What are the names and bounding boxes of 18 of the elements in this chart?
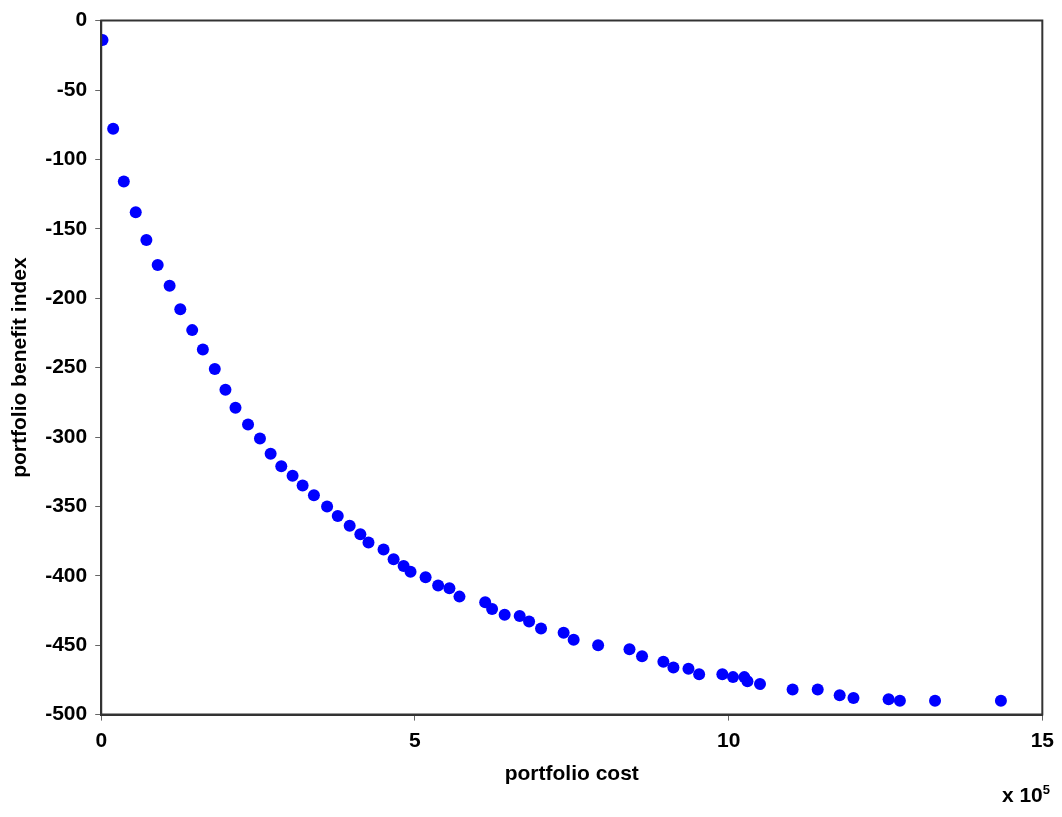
x-axis-title: portfolio cost [504,761,639,785]
y-tick-label: -450 [45,632,88,655]
x-tick-label: 10 [716,728,741,751]
y-axis-title: portfolio benefit index [7,257,31,478]
y-tick-label: -300 [45,423,88,447]
x-tick-label: 0 [95,728,108,751]
y-tick-label: -250 [45,354,88,378]
y-tick-label: -100 [45,146,88,170]
y-tick-label: -500 [45,701,88,725]
y-tick-label: -350 [45,493,88,517]
y-tick-label: -150 [45,215,88,239]
text: x 10$^{5}$ [1001,782,1050,807]
x-tick-label: 5 [409,728,422,751]
y-tick-label: -50 [56,76,88,100]
x-tick-label: 15 [1030,728,1055,751]
y-tick-label: -200 [45,285,88,308]
y-tick-label: -400 [45,562,88,586]
y-tick-label: 0 [75,7,88,31]
